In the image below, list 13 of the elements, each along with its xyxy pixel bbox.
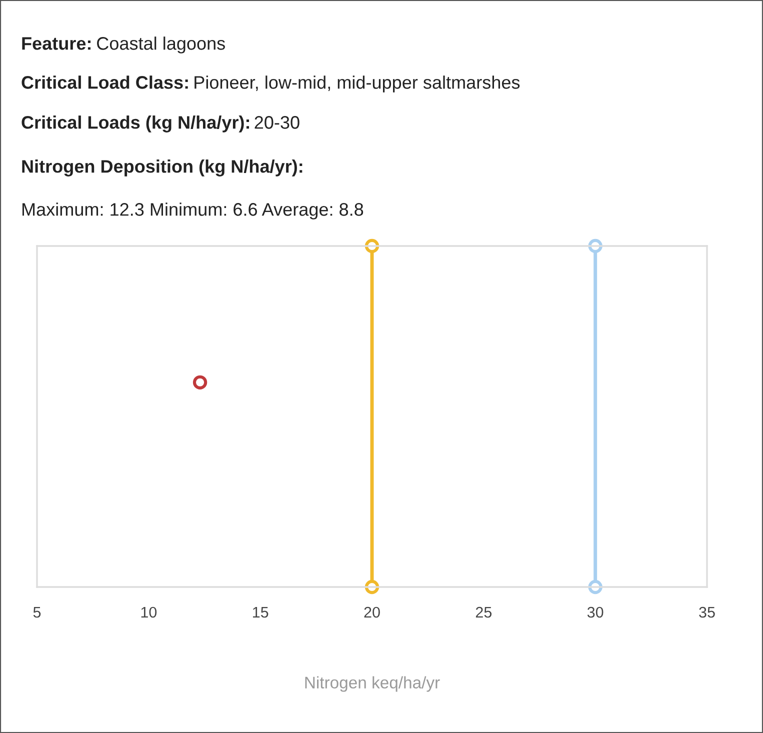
- x-tick-label: 35: [699, 606, 715, 618]
- text: Maximum: 12.3 Minimum: 6.6 Average: 8.8: [22, 202, 364, 220]
- x-axis-title: Nitrogen keq/ha/yr: [305, 676, 440, 692]
- text: Critical Load Class: Pioneer, low-mid, mid-upper saltmarshes: [22, 76, 520, 92]
- x-tick-label: 20: [364, 606, 380, 618]
- x-tick-label: 25: [476, 606, 492, 618]
- x-tick-label: 15: [253, 607, 268, 618]
- text: Critical Loads (kg N/ha/yr): 20-30: [22, 116, 300, 132]
- x-tick-label: 30: [587, 606, 604, 618]
- x-tick-label: 5: [33, 607, 41, 618]
- x-tick-label: 10: [141, 606, 157, 618]
- text: Feature: Coastal lagoons: [22, 36, 225, 54]
- text: Nitrogen Deposition (kg N/ha/yr):: [22, 160, 302, 176]
